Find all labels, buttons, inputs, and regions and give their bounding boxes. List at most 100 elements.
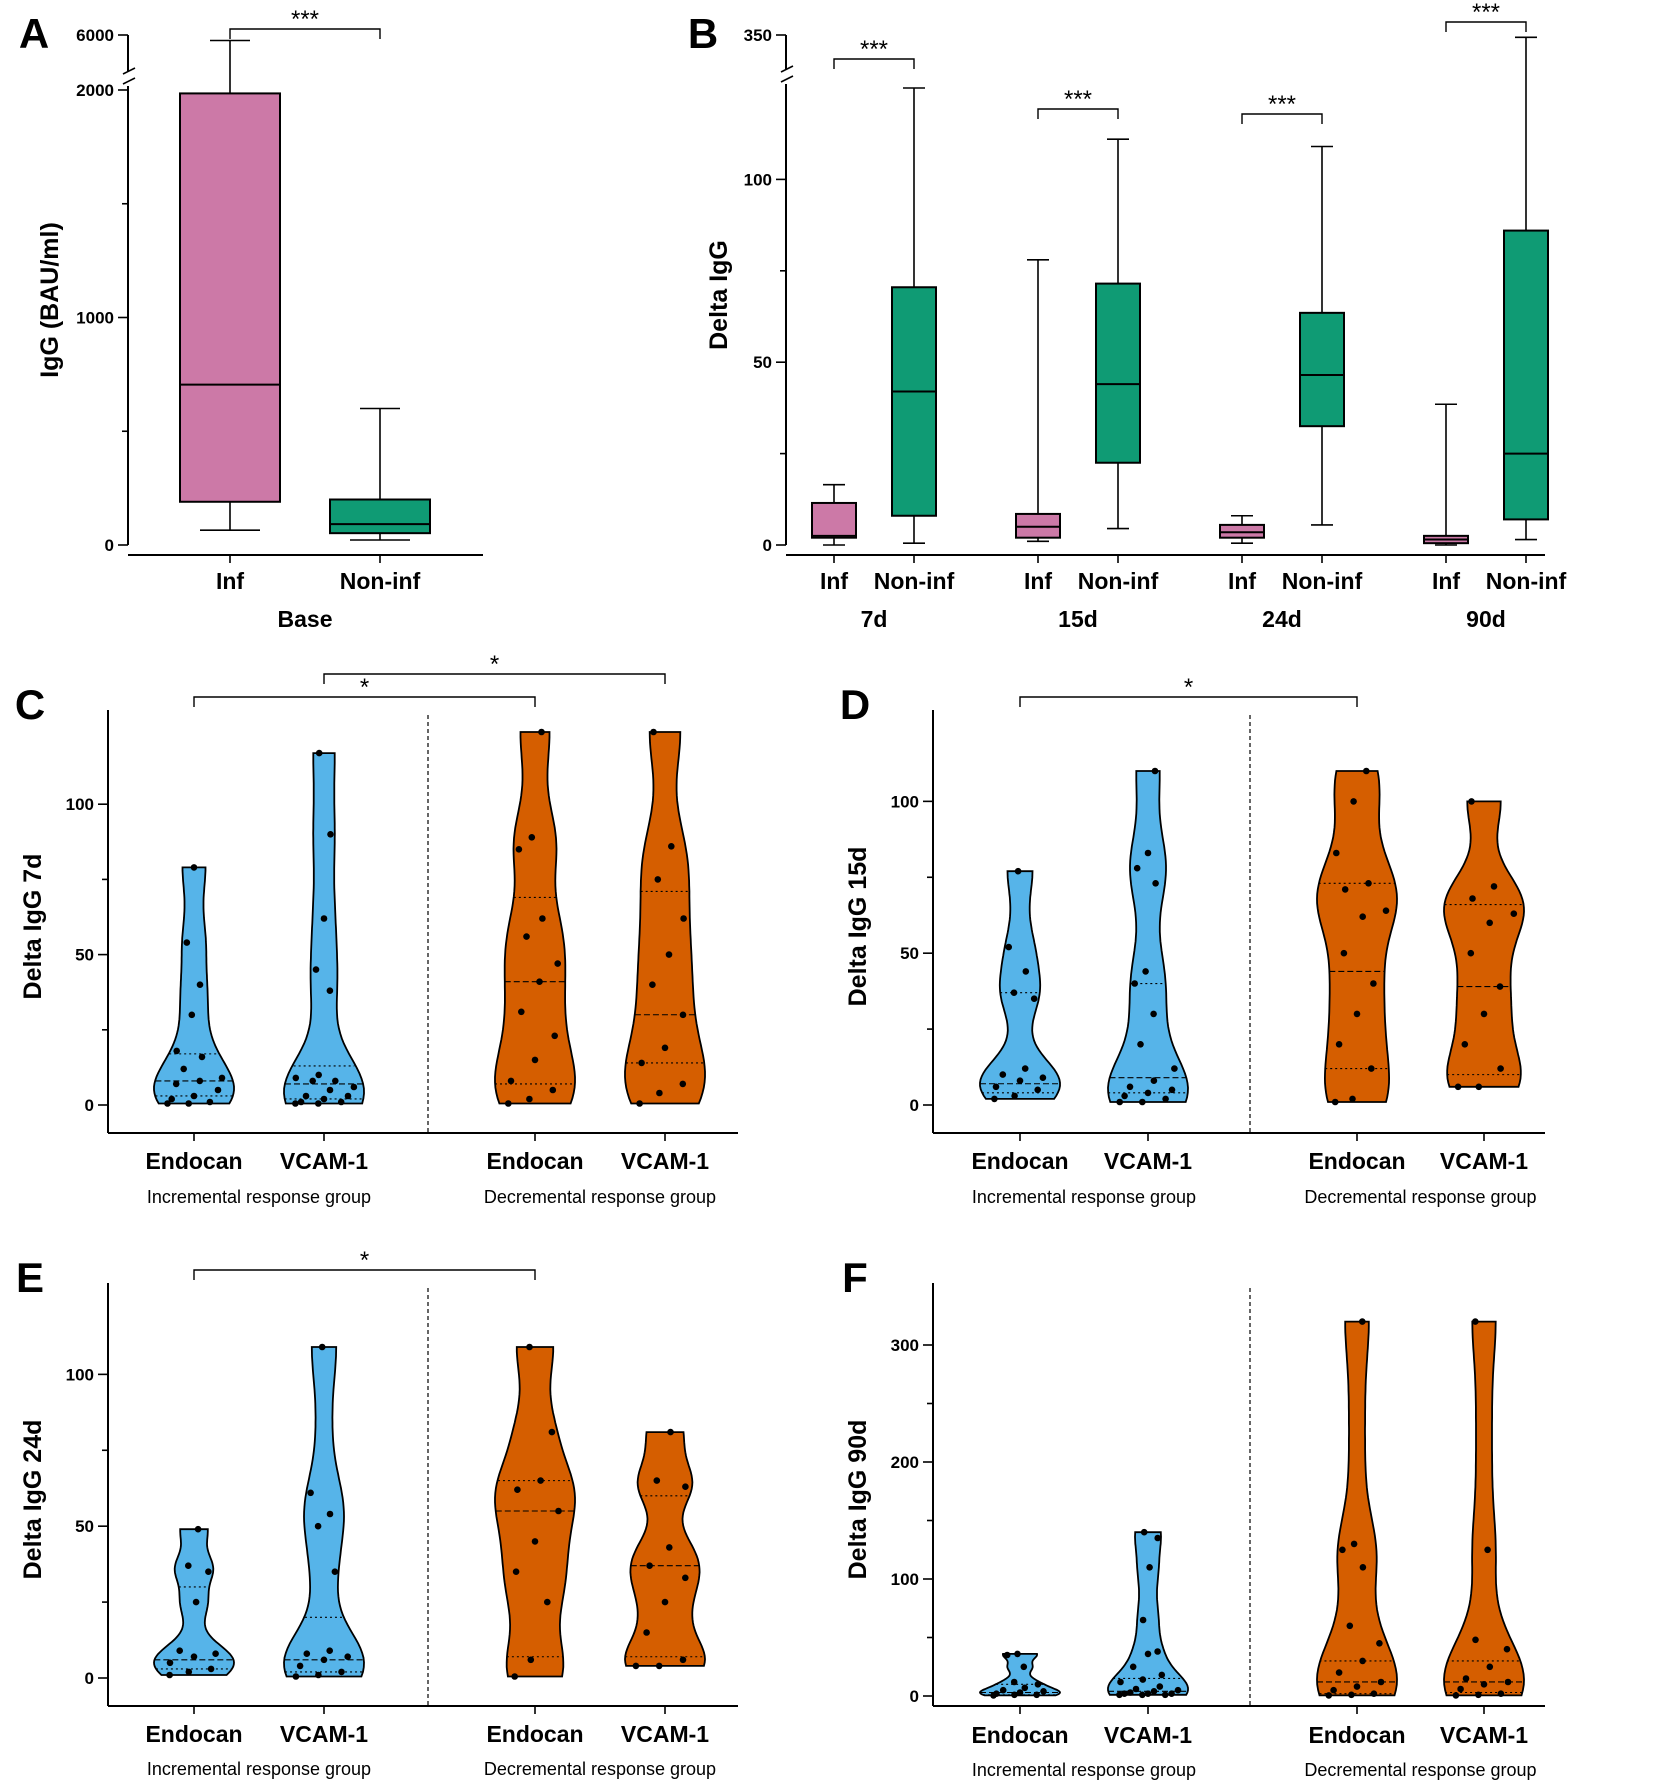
- data-point: [292, 1673, 300, 1680]
- box: [329, 498, 431, 535]
- significance-bracket-15d: ***: [1037, 86, 1119, 119]
- data-point: [315, 1671, 322, 1679]
- box: [1299, 311, 1345, 428]
- data-point: [350, 1083, 358, 1091]
- x-tick-label: Non-inf: [1078, 568, 1159, 594]
- data-point: [1121, 1092, 1128, 1100]
- data-point: [1349, 1095, 1356, 1103]
- data-point: [1325, 1692, 1333, 1699]
- data-point: [1150, 1688, 1158, 1695]
- x-tick-label: Inf: [1228, 568, 1256, 594]
- data-point: [527, 1656, 535, 1664]
- data-point: [1116, 1098, 1123, 1106]
- data-point: [176, 1647, 183, 1654]
- data-point: [1139, 1098, 1146, 1106]
- data-point: [1353, 1010, 1361, 1018]
- significance-bracket: [1445, 21, 1527, 32]
- significance-label: ***: [1472, 0, 1500, 26]
- data-point: [326, 1647, 334, 1654]
- data-point: [1021, 1065, 1029, 1072]
- y-tick-label: 0: [85, 1096, 94, 1115]
- violin-body: [494, 731, 576, 1105]
- data-point: [511, 1673, 518, 1680]
- y-tick-label: 50: [75, 1517, 94, 1536]
- y-tick-label: 100: [744, 170, 772, 189]
- violin-body: [1316, 770, 1398, 1103]
- violin-body: [979, 870, 1061, 1100]
- significance-label: *: [490, 651, 499, 678]
- violin-group-1: Endocan VCAM-1 Decremental response group: [1304, 1318, 1537, 1780]
- significance-bracket-24d: ***: [1241, 91, 1323, 124]
- box-inf: Inf: [1015, 259, 1061, 594]
- violin-body: [494, 1346, 576, 1678]
- data-point: [1363, 767, 1370, 775]
- data-point: [526, 1095, 533, 1103]
- data-point: [1472, 1318, 1479, 1325]
- y-tick-label: 300: [891, 1336, 919, 1355]
- data-point: [526, 1343, 533, 1351]
- violin-endocan: Endocan: [145, 864, 243, 1174]
- box: [811, 501, 857, 539]
- data-point: [505, 1100, 512, 1107]
- group-label: Base: [278, 606, 333, 632]
- significance-bracket-7d: ***: [833, 36, 915, 69]
- data-point: [632, 1662, 640, 1670]
- data-point: [1377, 1678, 1385, 1686]
- data-point: [555, 1507, 562, 1515]
- group-label: Decremental response group: [1304, 1187, 1536, 1207]
- data-point: [297, 1098, 305, 1106]
- data-point: [682, 1483, 689, 1490]
- axis-break-mark: [122, 67, 136, 75]
- x-tick-label: VCAM-1: [621, 1148, 709, 1174]
- data-point: [1484, 1546, 1491, 1554]
- data-point: [1469, 895, 1476, 902]
- y-tick-label: 0: [85, 1669, 94, 1688]
- y-tick-label: 0: [105, 536, 114, 555]
- group-label: Incremental response group: [972, 1187, 1196, 1207]
- violin-body: [979, 1653, 1061, 1697]
- data-point: [650, 728, 657, 736]
- violin-group-1: Endocan VCAM-1 Decremental response group: [1304, 767, 1537, 1207]
- data-point: [320, 915, 328, 922]
- data-point: [326, 1086, 334, 1094]
- y-tick-label: 1000: [76, 309, 114, 328]
- data-point: [166, 1659, 174, 1667]
- data-point: [1497, 1065, 1504, 1072]
- panel-a: A 0 1000 2000 6000 IgG (BAU/ml) Inf Non-inf Base…: [19, 6, 483, 632]
- x-tick-label: VCAM-1: [280, 1721, 368, 1747]
- data-point: [190, 1653, 198, 1660]
- violin-vcam-1: VCAM-1: [280, 749, 368, 1174]
- violin-body: [283, 1346, 365, 1678]
- data-point: [198, 1053, 206, 1061]
- data-point: [1353, 1683, 1361, 1690]
- data-point: [538, 728, 545, 736]
- violin-vcam-1: VCAM-1: [280, 1343, 368, 1747]
- data-point: [1154, 1648, 1161, 1655]
- data-point: [1454, 1083, 1462, 1091]
- significance-bracket: *: [323, 651, 666, 684]
- data-point: [1014, 1650, 1021, 1658]
- data-point: [544, 1598, 551, 1606]
- data-point: [1333, 849, 1340, 857]
- data-point: [661, 1598, 669, 1606]
- data-point: [1457, 1685, 1464, 1693]
- y-tick-label: 0: [910, 1096, 919, 1115]
- data-point: [646, 1562, 653, 1569]
- data-point: [1126, 1083, 1134, 1091]
- x-tick-label: VCAM-1: [1104, 1722, 1192, 1748]
- data-point: [1146, 1564, 1153, 1571]
- violin-vcam-1: VCAM-1: [1104, 1528, 1192, 1748]
- data-point: [212, 1650, 219, 1657]
- group-label: 90d: [1466, 606, 1506, 632]
- data-point: [1033, 1691, 1040, 1699]
- data-point: [1468, 798, 1475, 805]
- data-point: [1370, 980, 1377, 987]
- data-point: [1132, 1685, 1140, 1693]
- data-point: [315, 1100, 322, 1107]
- data-point: [205, 1568, 212, 1575]
- data-point: [315, 1071, 323, 1079]
- data-point: [292, 1100, 299, 1107]
- data-point: [523, 933, 530, 940]
- data-point: [1011, 1691, 1018, 1699]
- significance-label: *: [1184, 674, 1193, 701]
